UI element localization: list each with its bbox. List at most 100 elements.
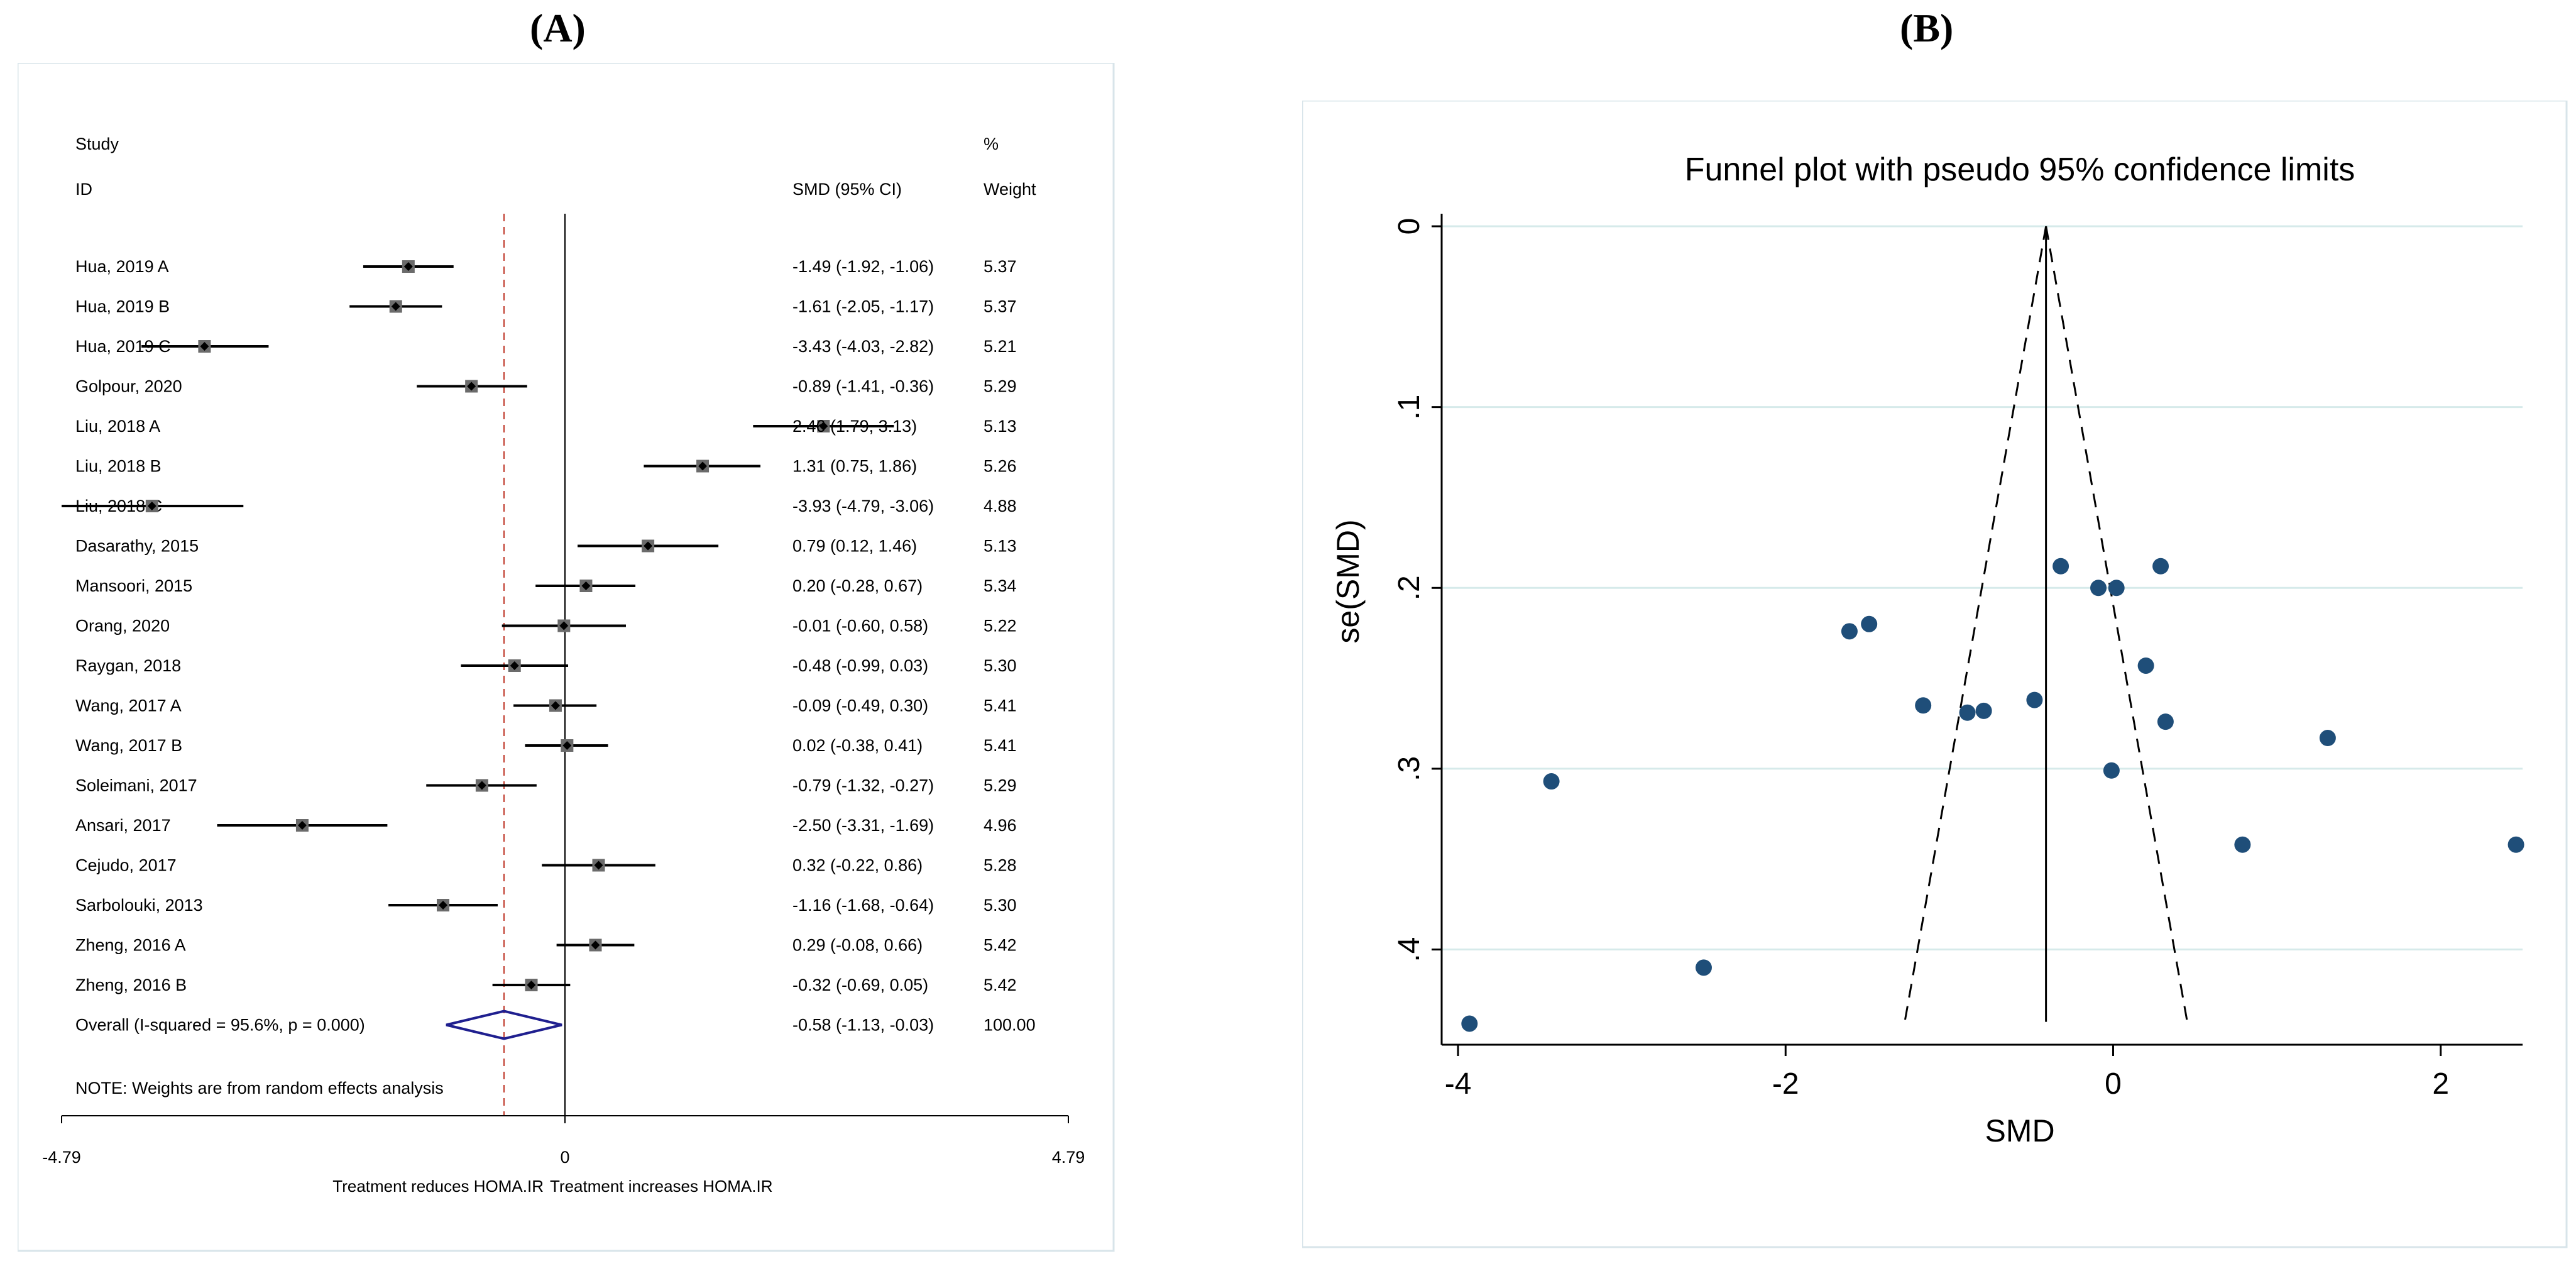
funnel-frame bbox=[1302, 101, 2568, 1248]
funnel-point bbox=[2137, 657, 2154, 674]
forest-tick-label: 4.79 bbox=[1052, 1148, 1085, 1167]
smd-ci-value: 0.02 (-0.38, 0.41) bbox=[792, 736, 923, 755]
weight-value: 5.13 bbox=[984, 537, 1017, 556]
smd-ci-value: -0.89 (-1.41, -0.36) bbox=[792, 377, 934, 396]
point-estimate bbox=[594, 861, 603, 870]
funnel-point bbox=[1841, 623, 1858, 640]
weight-value: 5.22 bbox=[984, 617, 1017, 636]
panel-b-label: (B) bbox=[1900, 6, 1954, 50]
smd-ci-value: 2.46 (1.79, 3.13) bbox=[792, 417, 917, 436]
weight-value: 5.29 bbox=[984, 377, 1017, 396]
smd-ci-value: 0.32 (-0.22, 0.86) bbox=[792, 856, 923, 875]
smd-ci-value: -0.48 (-0.99, 0.03) bbox=[792, 656, 928, 675]
point-estimate bbox=[200, 342, 209, 351]
point-estimate bbox=[439, 901, 448, 910]
overall-ci-value: -0.58 (-1.13, -0.03) bbox=[792, 1016, 934, 1035]
study-name: Mansoori, 2015 bbox=[75, 576, 192, 595]
funnel-point bbox=[2234, 836, 2251, 853]
study-name: Wang, 2017 A bbox=[75, 696, 182, 715]
smd-ci-value: -0.01 (-0.60, 0.58) bbox=[792, 617, 928, 636]
smd-ci-value: 1.31 (0.75, 1.86) bbox=[792, 457, 917, 476]
study-name: Cejudo, 2017 bbox=[75, 856, 177, 875]
weight-value: 4.96 bbox=[984, 816, 1017, 835]
point-estimate bbox=[551, 701, 560, 710]
weight-value: 5.30 bbox=[984, 896, 1017, 915]
funnel-y-tick-label: 0 bbox=[1393, 218, 1426, 235]
forest-tick-label: 0 bbox=[560, 1148, 569, 1167]
funnel-point bbox=[2026, 691, 2043, 708]
point-estimate bbox=[819, 422, 828, 431]
funnel-y-tick-label: .1 bbox=[1393, 395, 1426, 420]
point-estimate bbox=[147, 502, 156, 510]
header-study: Study bbox=[75, 135, 119, 153]
funnel-plot: Funnel plot with pseudo 95% confidence l… bbox=[1302, 101, 2568, 1248]
study-name: Zheng, 2016 B bbox=[75, 976, 187, 994]
funnel-point bbox=[2103, 762, 2120, 779]
study-name: Liu, 2018 A bbox=[75, 417, 160, 436]
header-smd: SMD (95% CI) bbox=[792, 180, 902, 199]
smd-ci-value: -1.16 (-1.68, -0.64) bbox=[792, 896, 934, 915]
weight-value: 5.41 bbox=[984, 696, 1017, 715]
header-weight: Weight bbox=[984, 180, 1036, 199]
study-name: Hua, 2019 A bbox=[75, 257, 169, 276]
funnel-point bbox=[2319, 730, 2336, 747]
forest-note: NOTE: Weights are from random effects an… bbox=[75, 1079, 444, 1098]
study-name: Raygan, 2018 bbox=[75, 656, 181, 675]
weight-value: 5.13 bbox=[984, 417, 1017, 436]
funnel-point bbox=[1861, 615, 1878, 632]
overall-weight: 100.00 bbox=[984, 1016, 1036, 1035]
point-estimate bbox=[644, 541, 653, 551]
study-name: Orang, 2020 bbox=[75, 617, 170, 636]
smd-ci-value: -1.61 (-2.05, -1.17) bbox=[792, 297, 934, 316]
header-id: ID bbox=[75, 180, 92, 199]
weight-value: 5.37 bbox=[984, 257, 1017, 276]
smd-ci-value: -2.50 (-3.31, -1.69) bbox=[792, 816, 934, 835]
footer-right: Treatment increases HOMA.IR bbox=[550, 1177, 772, 1196]
funnel-x-tick-label: 2 bbox=[2432, 1067, 2449, 1101]
funnel-x-tick-label: -4 bbox=[1445, 1067, 1472, 1101]
smd-ci-value: 0.29 (-0.08, 0.66) bbox=[792, 936, 923, 955]
panel-a-label: (A) bbox=[530, 6, 586, 50]
smd-ci-value: -1.49 (-1.92, -1.06) bbox=[792, 257, 934, 276]
funnel-point bbox=[2507, 836, 2524, 853]
header-pct: % bbox=[984, 135, 999, 153]
point-estimate bbox=[403, 262, 413, 271]
funnel-title: Funnel plot with pseudo 95% confidence l… bbox=[1685, 151, 2355, 188]
smd-ci-value: 0.79 (0.12, 1.46) bbox=[792, 537, 917, 556]
forest-plot: Study ID SMD (95% CI) % Weight Hua, 2019… bbox=[18, 63, 1115, 1252]
weight-value: 5.26 bbox=[984, 457, 1017, 476]
smd-ci-value: -3.43 (-4.03, -2.82) bbox=[792, 337, 934, 356]
funnel-point bbox=[1695, 959, 1712, 976]
study-name: Dasarathy, 2015 bbox=[75, 537, 199, 556]
funnel-x-tick-label: -2 bbox=[1772, 1067, 1799, 1101]
weight-value: 5.28 bbox=[984, 856, 1017, 875]
weight-value: 5.42 bbox=[984, 976, 1017, 994]
weight-value: 5.42 bbox=[984, 936, 1017, 955]
point-estimate bbox=[562, 741, 572, 750]
funnel-point bbox=[2152, 558, 2169, 575]
funnel-point bbox=[2108, 580, 2125, 597]
weight-value: 4.88 bbox=[984, 497, 1017, 515]
study-name: Wang, 2017 B bbox=[75, 736, 182, 755]
weight-value: 5.41 bbox=[984, 736, 1017, 755]
funnel-y-tick-label: .4 bbox=[1393, 937, 1426, 962]
study-name: Hua, 2019 B bbox=[75, 297, 170, 316]
point-estimate bbox=[591, 940, 600, 950]
funnel-point bbox=[1915, 697, 1932, 714]
study-name: Zheng, 2016 A bbox=[75, 936, 186, 955]
weight-value: 5.29 bbox=[984, 776, 1017, 795]
overall-label: Overall (I-squared = 95.6%, p = 0.000) bbox=[75, 1016, 365, 1035]
smd-ci-value: -0.79 (-1.32, -0.27) bbox=[792, 776, 934, 795]
funnel-xlabel: SMD bbox=[1985, 1113, 2054, 1148]
point-estimate bbox=[527, 981, 536, 989]
weight-value: 5.34 bbox=[984, 576, 1017, 595]
point-estimate bbox=[698, 461, 708, 471]
funnel-point bbox=[2157, 713, 2174, 730]
smd-ci-value: -0.32 (-0.69, 0.05) bbox=[792, 976, 928, 994]
study-name: Liu, 2018 B bbox=[75, 457, 162, 476]
forest-tick-label: -4.79 bbox=[42, 1148, 81, 1167]
point-estimate bbox=[391, 302, 400, 311]
study-name: Golpour, 2020 bbox=[75, 377, 182, 396]
study-name: Soleimani, 2017 bbox=[75, 776, 197, 795]
footer-left: Treatment reduces HOMA.IR bbox=[332, 1177, 544, 1196]
